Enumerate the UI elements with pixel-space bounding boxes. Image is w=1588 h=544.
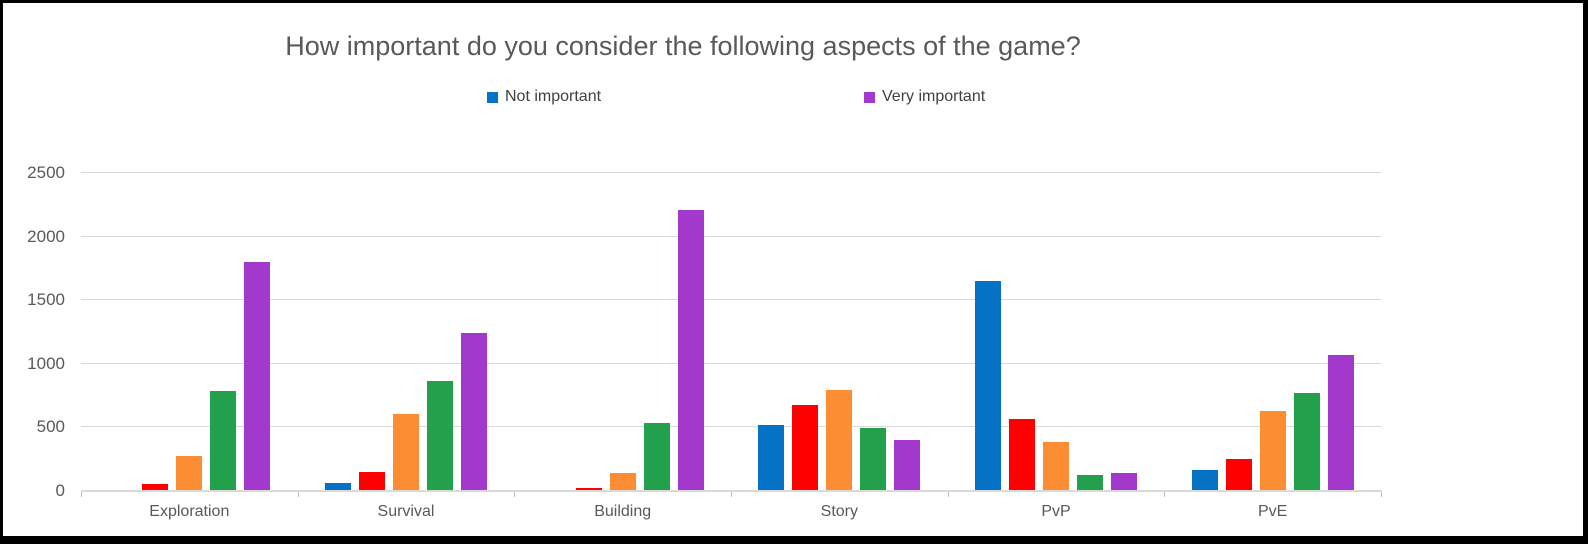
x-axis-tick xyxy=(297,492,299,497)
x-axis-category-label: PvP xyxy=(1041,503,1071,520)
x-axis-tick xyxy=(731,492,732,497)
x-axis-line xyxy=(81,490,1382,492)
x-axis-tick xyxy=(947,492,949,497)
bar-survival-series2 xyxy=(359,471,385,490)
bar-pvp-series1 xyxy=(975,280,1001,490)
bar-building-series4 xyxy=(643,422,670,490)
x-axis-category-label: Building xyxy=(594,503,652,520)
bar-pvp-series5 xyxy=(1111,472,1137,490)
legend-swatch-not-important-icon xyxy=(487,91,498,103)
bar-building-series2 xyxy=(575,488,602,490)
bar-building-series5 xyxy=(677,210,704,490)
x-axis-tick xyxy=(1381,492,1382,497)
bar-pve-series3 xyxy=(1259,411,1286,490)
bar-building-series3 xyxy=(609,472,636,490)
y-axis-tick-label: 0 xyxy=(55,481,65,500)
bar-pve-series2 xyxy=(1225,459,1252,490)
x-axis-category-label: Survival xyxy=(377,503,435,520)
bar-survival-series4 xyxy=(427,381,453,490)
x-axis-category-label: Exploration xyxy=(149,503,230,520)
gridline-2000 xyxy=(81,235,1381,237)
x-axis-category-label: Story xyxy=(820,503,858,520)
bar-story-series2 xyxy=(792,404,819,490)
bar-pve-series1 xyxy=(1191,469,1218,490)
y-axis-tick-label: 1000 xyxy=(27,353,65,373)
bar-pve-series5 xyxy=(1327,354,1354,490)
x-axis-tick xyxy=(1164,492,1166,497)
bar-survival-series1 xyxy=(325,483,351,490)
y-axis-tick-label: 1500 xyxy=(27,290,65,310)
legend-label-not-important: Not important xyxy=(505,88,602,105)
bar-story-series5 xyxy=(894,440,921,490)
legend-swatch-very-important-icon xyxy=(864,91,875,103)
gridline-1000 xyxy=(81,362,1381,364)
y-axis-tick-label: 500 xyxy=(36,417,65,437)
legend-label-very-important: Very important xyxy=(882,88,986,105)
bar-story-series4 xyxy=(860,427,887,490)
y-axis-tick-label: 2000 xyxy=(27,226,65,246)
x-axis-tick xyxy=(514,492,516,497)
bar-survival-series5 xyxy=(461,332,487,490)
bar-exploration-series3 xyxy=(176,456,203,490)
gridline-2500 xyxy=(81,172,1381,173)
bar-pvp-series3 xyxy=(1043,441,1069,490)
legend-item-not-important: Not important xyxy=(487,88,601,106)
gridline-500 xyxy=(81,426,1381,428)
x-axis-tick xyxy=(81,492,82,497)
gridline-1500 xyxy=(81,299,1381,301)
plot-area: 0 500 1000 1500 2000 2500 Exploration Survival B… xyxy=(3,3,1583,536)
bar-pvp-series2 xyxy=(1009,419,1035,490)
y-axis-tick-label: 2500 xyxy=(27,163,65,182)
bar-exploration-series5 xyxy=(244,261,271,490)
bar-exploration-series4 xyxy=(210,391,237,490)
bar-survival-series3 xyxy=(393,414,419,490)
bar-exploration-series2 xyxy=(142,483,169,490)
bar-story-series1 xyxy=(758,425,785,490)
x-axis-category-label: PvE xyxy=(1257,503,1288,520)
bar-story-series3 xyxy=(826,389,853,490)
legend-item-very-important: Very important xyxy=(864,88,985,106)
bar-pve-series4 xyxy=(1293,393,1320,490)
chart-title: How important do you consider the follow… xyxy=(285,31,1081,61)
bar-pvp-series4 xyxy=(1077,474,1103,490)
